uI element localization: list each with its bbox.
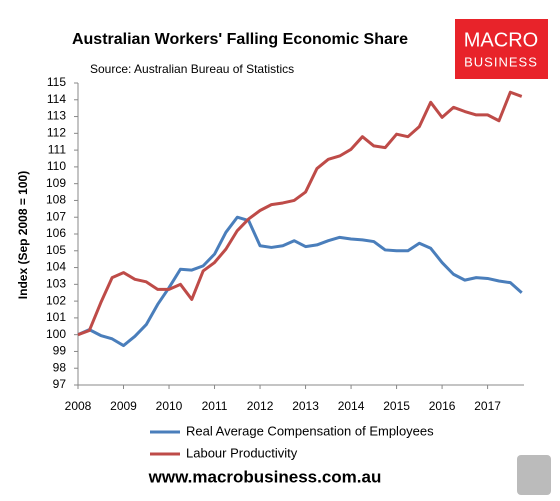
x-tick-label: 2008 [65, 399, 92, 413]
footer-url: www.macrobusiness.com.au [148, 467, 382, 486]
x-tick-label: 2009 [110, 399, 137, 413]
x-tick-label: 2014 [338, 399, 365, 413]
x-tick-label: 2017 [474, 399, 501, 413]
y-axis-label: Index (Sep 2008 = 100) [16, 171, 30, 299]
y-tick-label: 99 [53, 344, 67, 358]
y-tick-label: 115 [47, 75, 66, 89]
y-tick-label: 100 [46, 327, 66, 341]
legend-label: Real Average Compensation of Employees [186, 423, 434, 438]
y-tick-label: 102 [46, 293, 66, 307]
y-tick-label: 98 [53, 360, 67, 374]
chart-title: Australian Workers' Falling Economic Sha… [72, 31, 408, 48]
y-tick-label: 103 [46, 277, 66, 291]
legend-label: Labour Productivity [186, 445, 298, 460]
y-tick-label: 111 [48, 142, 67, 156]
y-tick-label: 109 [46, 176, 66, 190]
wolf-icon [517, 455, 551, 495]
x-tick-label: 2013 [292, 399, 319, 413]
x-tick-label: 2010 [156, 399, 183, 413]
y-tick-label: 112 [47, 126, 66, 140]
logo-text: BUSINESS [464, 54, 538, 69]
x-tick-label: 2012 [247, 399, 274, 413]
series-line [77, 90, 523, 337]
series-line [77, 215, 523, 348]
y-tick-label: 101 [46, 310, 66, 324]
x-tick-label: 2016 [429, 399, 456, 413]
y-tick-label: 105 [46, 243, 66, 257]
logo-text: MACRO [464, 29, 538, 51]
y-tick-label: 108 [46, 193, 66, 207]
chart-subtitle: Source: Australian Bureau of Statistics [90, 62, 294, 76]
y-tick-label: 97 [53, 377, 67, 391]
x-tick-label: 2015 [383, 399, 410, 413]
y-tick-label: 110 [47, 159, 66, 173]
x-tick-label: 2011 [202, 399, 228, 413]
logo-box [455, 19, 548, 79]
y-tick-label: 104 [46, 260, 66, 274]
y-tick-label: 114 [47, 92, 66, 106]
y-tick-label: 113 [47, 109, 66, 123]
y-tick-label: 106 [46, 226, 66, 240]
y-tick-label: 107 [46, 209, 66, 223]
